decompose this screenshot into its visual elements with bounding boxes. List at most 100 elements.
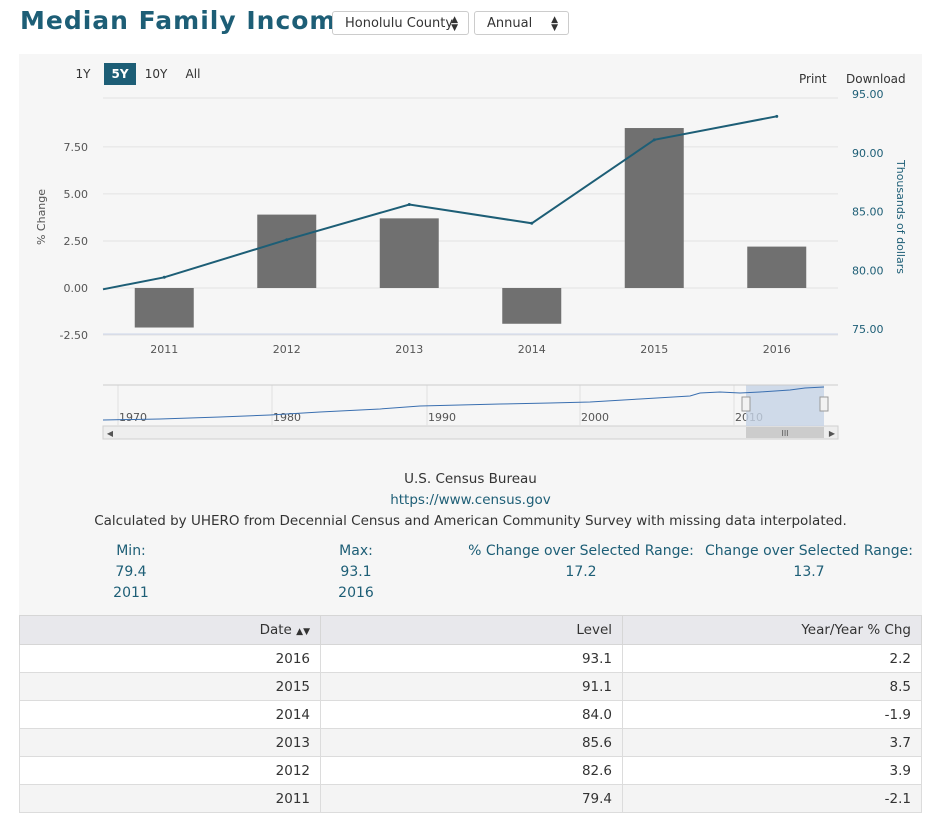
y-tick-label-right: 85.00 bbox=[852, 206, 884, 219]
bar-yoy-2014[interactable] bbox=[502, 288, 562, 324]
geography-select-value: Honolulu County bbox=[345, 16, 454, 31]
bar-yoy-2016[interactable] bbox=[747, 246, 807, 288]
x-tick-label: 2015 bbox=[640, 343, 668, 356]
range-1y-button[interactable]: 1Y bbox=[75, 67, 91, 81]
stat-min-label: Min: bbox=[116, 543, 146, 559]
level-point-2013[interactable] bbox=[407, 202, 411, 206]
x-tick-label: 2014 bbox=[518, 343, 546, 356]
y-axis-title-left: % Change bbox=[35, 189, 48, 245]
table-cell-yoy: -1.9 bbox=[622, 700, 922, 729]
table-cell-level: 91.1 bbox=[320, 672, 623, 701]
navigator-scrollbar[interactable] bbox=[102, 425, 839, 440]
sort-icon[interactable]: ▲▼ bbox=[296, 627, 310, 637]
navigator-left-handle[interactable] bbox=[741, 396, 751, 412]
source-name: U.S. Census Bureau bbox=[404, 471, 537, 487]
bar-yoy-2013[interactable] bbox=[379, 218, 439, 288]
table-cell-yoy: 3.7 bbox=[622, 728, 922, 757]
stat-pct-change-label: % Change over Selected Range: bbox=[468, 543, 694, 559]
scroll-left-arrow-icon[interactable]: ◀ bbox=[107, 429, 114, 438]
table-cell-date: 2015 bbox=[19, 672, 321, 701]
navigator-background bbox=[103, 385, 838, 426]
stat-pct-change: % Change over Selected Range: 17.2 bbox=[466, 541, 696, 583]
navigator-scrollbar-thumb[interactable] bbox=[746, 427, 824, 438]
y-tick-label-right: 90.00 bbox=[852, 147, 884, 160]
bar-yoy-2011[interactable] bbox=[134, 288, 194, 328]
navigator-right-handle[interactable] bbox=[819, 396, 829, 412]
table-cell-yoy: 2.2 bbox=[622, 644, 922, 673]
y-tick-label-right: 80.00 bbox=[852, 264, 884, 277]
print-button[interactable]: Print bbox=[799, 72, 827, 86]
geography-select[interactable]: Honolulu County ▲ ▼ bbox=[332, 11, 469, 35]
bar-yoy-2012[interactable] bbox=[257, 214, 317, 288]
source-url[interactable]: https://www.census.gov bbox=[390, 492, 551, 508]
table-cell-yoy: 3.9 bbox=[622, 756, 922, 785]
bar-yoy-2015[interactable] bbox=[624, 128, 684, 288]
range-all-button[interactable]: All bbox=[185, 67, 201, 81]
range-10y-button[interactable]: 10Y bbox=[144, 67, 168, 81]
table-cell-date: 2012 bbox=[19, 756, 321, 785]
y-tick-label-left: 0.00 bbox=[64, 282, 89, 295]
sort-arrows-icon: ▲ ▼ bbox=[451, 15, 458, 33]
stat-max-value: 93.1 bbox=[340, 564, 372, 580]
download-button[interactable]: Download bbox=[846, 72, 906, 86]
stat-pct-change-value: 17.2 bbox=[565, 564, 597, 580]
scroll-right-arrow-icon[interactable]: ▶ bbox=[829, 429, 836, 438]
source-note: Calculated by UHERO from Decennial Censu… bbox=[94, 513, 847, 529]
sort-arrows-icon: ▲ ▼ bbox=[551, 15, 558, 33]
page-title: Median Family Income bbox=[20, 6, 355, 35]
y-tick-label-left: -2.50 bbox=[60, 329, 88, 342]
table-cell-level: 93.1 bbox=[320, 644, 623, 673]
level-point-2012[interactable] bbox=[285, 238, 289, 242]
table-row: 2015 91.1 8.5 bbox=[19, 672, 922, 701]
x-tick-label: 2012 bbox=[273, 343, 301, 356]
table-cell-date: 2016 bbox=[19, 644, 321, 673]
x-tick-label: 2013 bbox=[395, 343, 423, 356]
level-point-2014[interactable] bbox=[530, 221, 534, 225]
range-5y-button[interactable]: 5Y bbox=[104, 63, 136, 85]
stat-min-year: 2011 bbox=[113, 585, 149, 601]
navigator-label: 1990 bbox=[428, 411, 456, 424]
y-axis-title-right: Thousands of dollars bbox=[894, 159, 907, 274]
level-point-2011[interactable] bbox=[162, 275, 166, 279]
navigator-series-line bbox=[102, 386, 825, 421]
table-row: 2012 82.6 3.9 bbox=[19, 756, 922, 785]
stat-min: Min: 79.4 2011 bbox=[81, 541, 181, 604]
y-tick-label-left: 7.50 bbox=[64, 141, 89, 154]
table-row: 2011 79.4 -2.1 bbox=[19, 784, 922, 813]
table-cell-date: 2011 bbox=[19, 784, 321, 813]
income-chart: % Change Thousands of dollars 7.50 5.00 2.… bbox=[35, 88, 907, 440]
table-cell-yoy: 8.5 bbox=[622, 672, 922, 701]
table-cell-date: 2014 bbox=[19, 700, 321, 729]
y-tick-label-right: 75.00 bbox=[852, 323, 884, 336]
table-cell-level: 85.6 bbox=[320, 728, 623, 757]
frequency-select[interactable]: Annual ▲ ▼ bbox=[474, 11, 569, 35]
data-table: Date ▲▼ Level Year/Year % Chg 2016 93.1 2.… bbox=[19, 615, 922, 813]
y-tick-label-right: 95.00 bbox=[852, 88, 884, 101]
stat-max-year: 2016 bbox=[338, 585, 374, 601]
y-tick-label-left: 5.00 bbox=[64, 188, 89, 201]
table-cell-level: 82.6 bbox=[320, 756, 623, 785]
level-column-header: Level bbox=[320, 615, 623, 645]
stat-min-value: 79.4 bbox=[115, 564, 147, 580]
stat-change-label: Change over Selected Range: bbox=[705, 543, 913, 559]
stat-change: Change over Selected Range: 13.7 bbox=[699, 541, 919, 583]
y-tick-label-left: 2.50 bbox=[64, 235, 89, 248]
x-tick-label: 2016 bbox=[763, 343, 791, 356]
date-column-header[interactable]: Date ▲▼ bbox=[19, 615, 321, 645]
x-tick-label: 2011 bbox=[150, 343, 178, 356]
stat-max-label: Max: bbox=[339, 543, 373, 559]
level-point-2015[interactable] bbox=[652, 138, 656, 142]
table-cell-date: 2013 bbox=[19, 728, 321, 757]
table-row: 2014 84.0 -1.9 bbox=[19, 700, 922, 729]
navigator-label: 1970 bbox=[119, 411, 147, 424]
table-row: 2016 93.1 2.2 bbox=[19, 644, 922, 673]
level-point-2016[interactable] bbox=[775, 114, 779, 118]
navigator-selection[interactable] bbox=[746, 385, 824, 426]
frequency-select-value: Annual bbox=[487, 16, 533, 31]
navigator-label: 2000 bbox=[581, 411, 609, 424]
stat-change-value: 13.7 bbox=[793, 564, 825, 580]
date-header-label: Date bbox=[259, 622, 292, 638]
stat-max: Max: 93.1 2016 bbox=[306, 541, 406, 604]
navigator-scrollbar-grip-icon: III bbox=[781, 429, 788, 438]
table-cell-yoy: -2.1 bbox=[622, 784, 922, 813]
